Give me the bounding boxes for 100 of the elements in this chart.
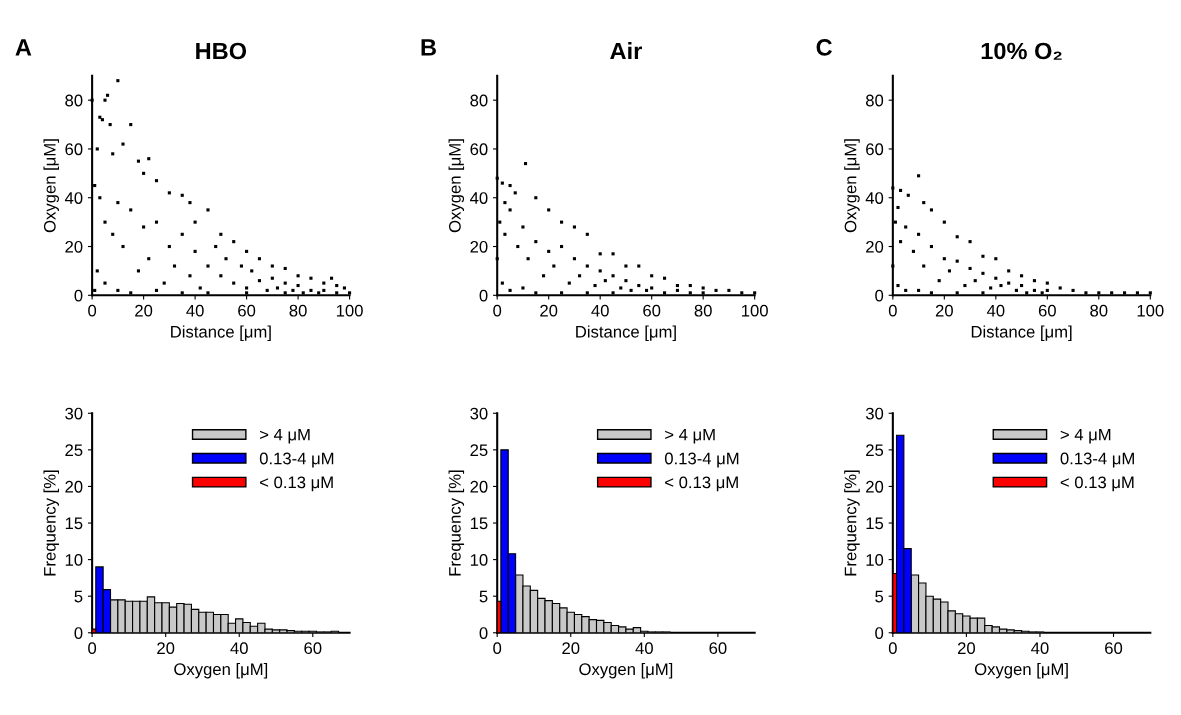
- x-tick-label: 20: [157, 642, 175, 655]
- x-tick-label: 40: [986, 304, 1005, 317]
- point: [942, 220, 946, 224]
- text: A: [15, 39, 32, 56]
- y-tick-label: 60: [65, 143, 83, 156]
- x-tick-label: 20: [935, 304, 953, 317]
- y-axis-title: Frequency [%]: [844, 470, 860, 576]
- point: [989, 286, 993, 290]
- point: [896, 283, 900, 288]
- y-tick-label: 15: [65, 517, 83, 530]
- x-tick-label: 40: [186, 304, 204, 317]
- y-tick-label: 60: [470, 143, 488, 156]
- legend-label: 0.13-4 μM: [1060, 452, 1134, 468]
- x-axis-title: Oxygen [μM]: [174, 662, 268, 679]
- x-tick-label: 100: [1137, 304, 1164, 317]
- x-tick-label: 0: [493, 642, 502, 655]
- y-tick-label: 10: [866, 554, 884, 566]
- y-tick-label: 40: [865, 192, 884, 204]
- y-axis-title: Oxygen [μM]: [844, 139, 860, 233]
- point: [911, 249, 915, 253]
- y-tick-label: 40: [64, 192, 83, 204]
- y-tick-label: 20: [866, 480, 884, 493]
- x-tick-label: 80: [1090, 304, 1108, 317]
- y-tick-label: 25: [866, 444, 884, 457]
- x-tick-label: 60: [238, 304, 256, 317]
- y-tick-label: 60: [866, 143, 884, 156]
- point: [899, 188, 903, 192]
- legend-label: < 0.13 μM: [1060, 476, 1134, 492]
- y-tick-label: 15: [866, 517, 884, 530]
- x-axis-title: Distance [μm]: [576, 325, 676, 341]
- point: [968, 240, 972, 244]
- point: [904, 288, 908, 292]
- point: [922, 201, 926, 205]
- y-tick-label: 30: [65, 407, 83, 420]
- point: [955, 259, 959, 263]
- point: [955, 291, 959, 295]
- point: [981, 271, 985, 275]
- point: [904, 225, 908, 229]
- point: [917, 288, 921, 292]
- legend-label: 0.13-4 μM: [259, 452, 334, 468]
- y-tick-label: 20: [470, 240, 488, 253]
- y-tick-label: 20: [470, 480, 488, 493]
- y-tick-label: 80: [65, 94, 83, 107]
- x-tick-label: 20: [540, 304, 558, 317]
- point: [1084, 291, 1088, 295]
- point: [922, 264, 926, 268]
- point: [968, 266, 972, 271]
- point: [917, 232, 921, 236]
- y-tick-label: 30: [865, 407, 884, 420]
- y-tick-label: 20: [65, 480, 83, 493]
- point: [1045, 281, 1049, 285]
- point: [981, 291, 985, 295]
- point: [899, 240, 903, 244]
- point: [1025, 291, 1029, 295]
- point: [947, 269, 952, 273]
- point: [1020, 274, 1024, 278]
- point: [896, 205, 900, 210]
- x-tick-label: 0: [88, 304, 97, 317]
- y-tick-label: 40: [470, 192, 488, 204]
- y-tick-label: 5: [875, 590, 884, 603]
- point: [999, 283, 1003, 288]
- y-tick-label: 25: [470, 444, 488, 457]
- x-axis-title: Oxygen [μM]: [974, 662, 1068, 679]
- x-tick-label: 0: [888, 642, 897, 655]
- y-tick-label: 25: [65, 444, 83, 457]
- x-tick-label: 60: [304, 642, 322, 655]
- y-tick-label: 0: [74, 289, 83, 302]
- x-axis-title: Distance [μm]: [171, 325, 271, 341]
- chart-title: 10% O₂: [981, 42, 1062, 60]
- text: C: [816, 39, 832, 56]
- point: [891, 186, 895, 190]
- y-axis-title: Oxygen [μM]: [448, 139, 465, 233]
- x-tick-label: 40: [635, 642, 653, 655]
- y-tick-label: 15: [470, 517, 488, 530]
- point: [1123, 291, 1127, 295]
- x-tick-label: 80: [694, 304, 712, 317]
- point: [1007, 269, 1011, 273]
- x-tick-label: 80: [289, 304, 307, 317]
- x-axis-title: Oxygen [μM]: [579, 662, 673, 679]
- x-tick-label: 0: [888, 304, 897, 317]
- point: [973, 279, 977, 283]
- x-tick-label: 60: [1105, 642, 1123, 655]
- point: [929, 291, 934, 295]
- x-tick-label: 20: [562, 642, 580, 655]
- y-tick-label: 80: [470, 94, 488, 107]
- y-axis-title: Frequency [%]: [43, 470, 59, 576]
- point: [1148, 291, 1152, 295]
- legend-label: > 4 μM: [1060, 428, 1111, 444]
- legend-label: > 4 μM: [260, 428, 310, 444]
- legend-label: < 0.13 μM: [260, 476, 333, 492]
- x-tick-label: 40: [591, 304, 609, 317]
- legend-label: 0.13-4 μM: [664, 452, 739, 468]
- point: [1097, 291, 1101, 295]
- y-tick-label: 30: [470, 407, 488, 420]
- legend-label: < 0.13 μM: [665, 476, 738, 492]
- y-tick-label: 5: [74, 590, 83, 603]
- point: [942, 257, 946, 261]
- point: [963, 283, 967, 288]
- point: [1032, 279, 1036, 283]
- x-axis-title: Distance [μm]: [971, 325, 1072, 341]
